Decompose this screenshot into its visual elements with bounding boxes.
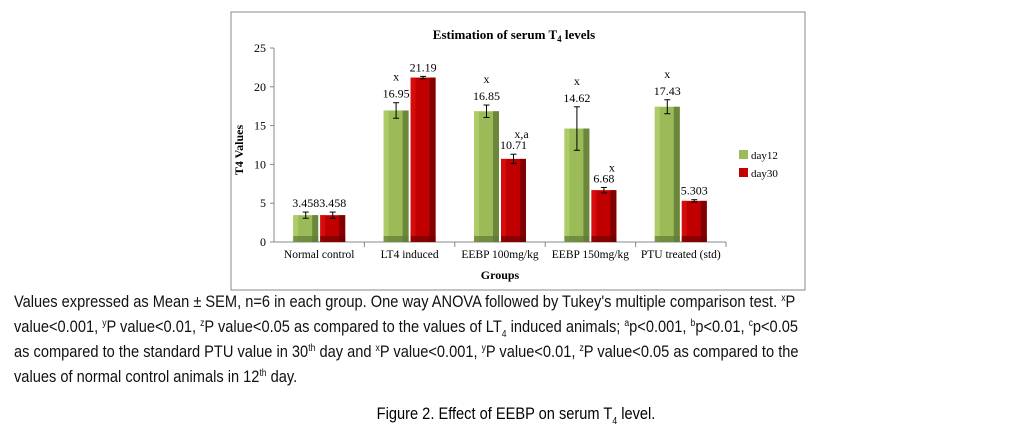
- bar-bevel: [564, 128, 570, 242]
- y-tick-label: 0: [260, 235, 266, 249]
- y-axis-label: T4 Values: [232, 124, 246, 175]
- caption-line-1: Values expressed as Mean ± SEM, n=6 in e…: [14, 292, 796, 311]
- figure-title: Figure 2. Effect of EEBP on serum T4 lev…: [376, 404, 656, 427]
- legend-label: day12: [751, 150, 778, 162]
- bar-bevel: [610, 190, 617, 242]
- chart-title: Estimation of serum T4 levels: [433, 27, 595, 44]
- x-tick-label: PTU treated (std): [641, 249, 721, 261]
- bar-bevel: [474, 236, 499, 242]
- significance-mark: x: [609, 160, 615, 174]
- data-label: 3.458: [319, 196, 346, 210]
- bar-bevel: [410, 236, 436, 242]
- bar-bevel: [320, 236, 346, 242]
- data-label: 16.95: [383, 87, 410, 101]
- bar-bevel: [320, 215, 326, 242]
- significance-mark: x,a: [514, 127, 529, 141]
- bar-bevel: [474, 111, 479, 242]
- bar-bevel: [654, 236, 680, 242]
- bar-chart: Estimation of serum T4 levels T4 Values …: [230, 11, 806, 291]
- bar-bevel: [681, 236, 707, 242]
- legend-label: day30: [751, 168, 778, 180]
- significance-mark: x: [484, 72, 490, 86]
- data-label: 6.68: [593, 171, 614, 185]
- significance-mark: x: [664, 67, 670, 81]
- bar-bevel: [339, 215, 346, 242]
- bar-bevel: [312, 215, 319, 242]
- bar-bevel: [293, 215, 299, 242]
- data-label: 14.62: [563, 91, 590, 105]
- x-axis-label: Groups: [481, 268, 520, 282]
- data-label: 21.19: [410, 60, 437, 74]
- bar-bevel: [673, 106, 680, 243]
- y-tick-label: 15: [254, 119, 266, 133]
- significance-mark: x: [574, 74, 580, 88]
- chart-frame: [230, 11, 806, 291]
- data-label: 3.458: [292, 196, 319, 210]
- bar-bevel: [583, 128, 590, 242]
- bar-bevel: [700, 200, 707, 242]
- bar-bevel: [501, 158, 506, 242]
- bar-bevel: [591, 190, 597, 242]
- y-tick-label: 25: [254, 41, 266, 55]
- x-tick-label: EEBP 150mg/kg: [552, 249, 629, 261]
- bar-bevel: [520, 158, 526, 242]
- caption-line-3: as compared to the standard PTU value in…: [14, 342, 799, 361]
- data-label: 10.71: [500, 138, 527, 152]
- bar-bevel: [564, 236, 590, 242]
- caption-line-2: value<0.001, yP value<0.01, zP value<0.0…: [14, 317, 799, 340]
- legend-swatch-day12: [739, 150, 748, 159]
- y-tick-label: 20: [254, 80, 266, 94]
- x-tick-label: EEBP 100mg/kg: [461, 249, 538, 261]
- bar-bevel: [501, 236, 526, 242]
- x-tick-label: Normal control: [284, 249, 355, 261]
- data-label: 5.303: [681, 184, 708, 198]
- significance-mark: x: [393, 70, 399, 84]
- data-label: 17.43: [654, 84, 681, 98]
- y-tick-label: 10: [254, 157, 266, 171]
- data-label: 16.85: [473, 89, 500, 103]
- bar-bevel: [591, 236, 617, 242]
- bar-bevel: [402, 110, 409, 242]
- bar-bevel: [654, 106, 660, 243]
- bar-bevel: [493, 111, 499, 242]
- caption-line-4: values of normal control animals in 12th…: [14, 367, 298, 386]
- bar-bevel: [410, 77, 416, 242]
- bar-bevel: [383, 110, 389, 242]
- x-tick-label: LT4 induced: [381, 249, 439, 261]
- bar-bevel: [429, 77, 436, 242]
- bar-bevel: [681, 200, 687, 242]
- y-tick-label: 5: [260, 196, 266, 210]
- legend-swatch-day30: [739, 168, 748, 177]
- bar-bevel: [293, 236, 319, 242]
- bar-bevel: [383, 236, 409, 242]
